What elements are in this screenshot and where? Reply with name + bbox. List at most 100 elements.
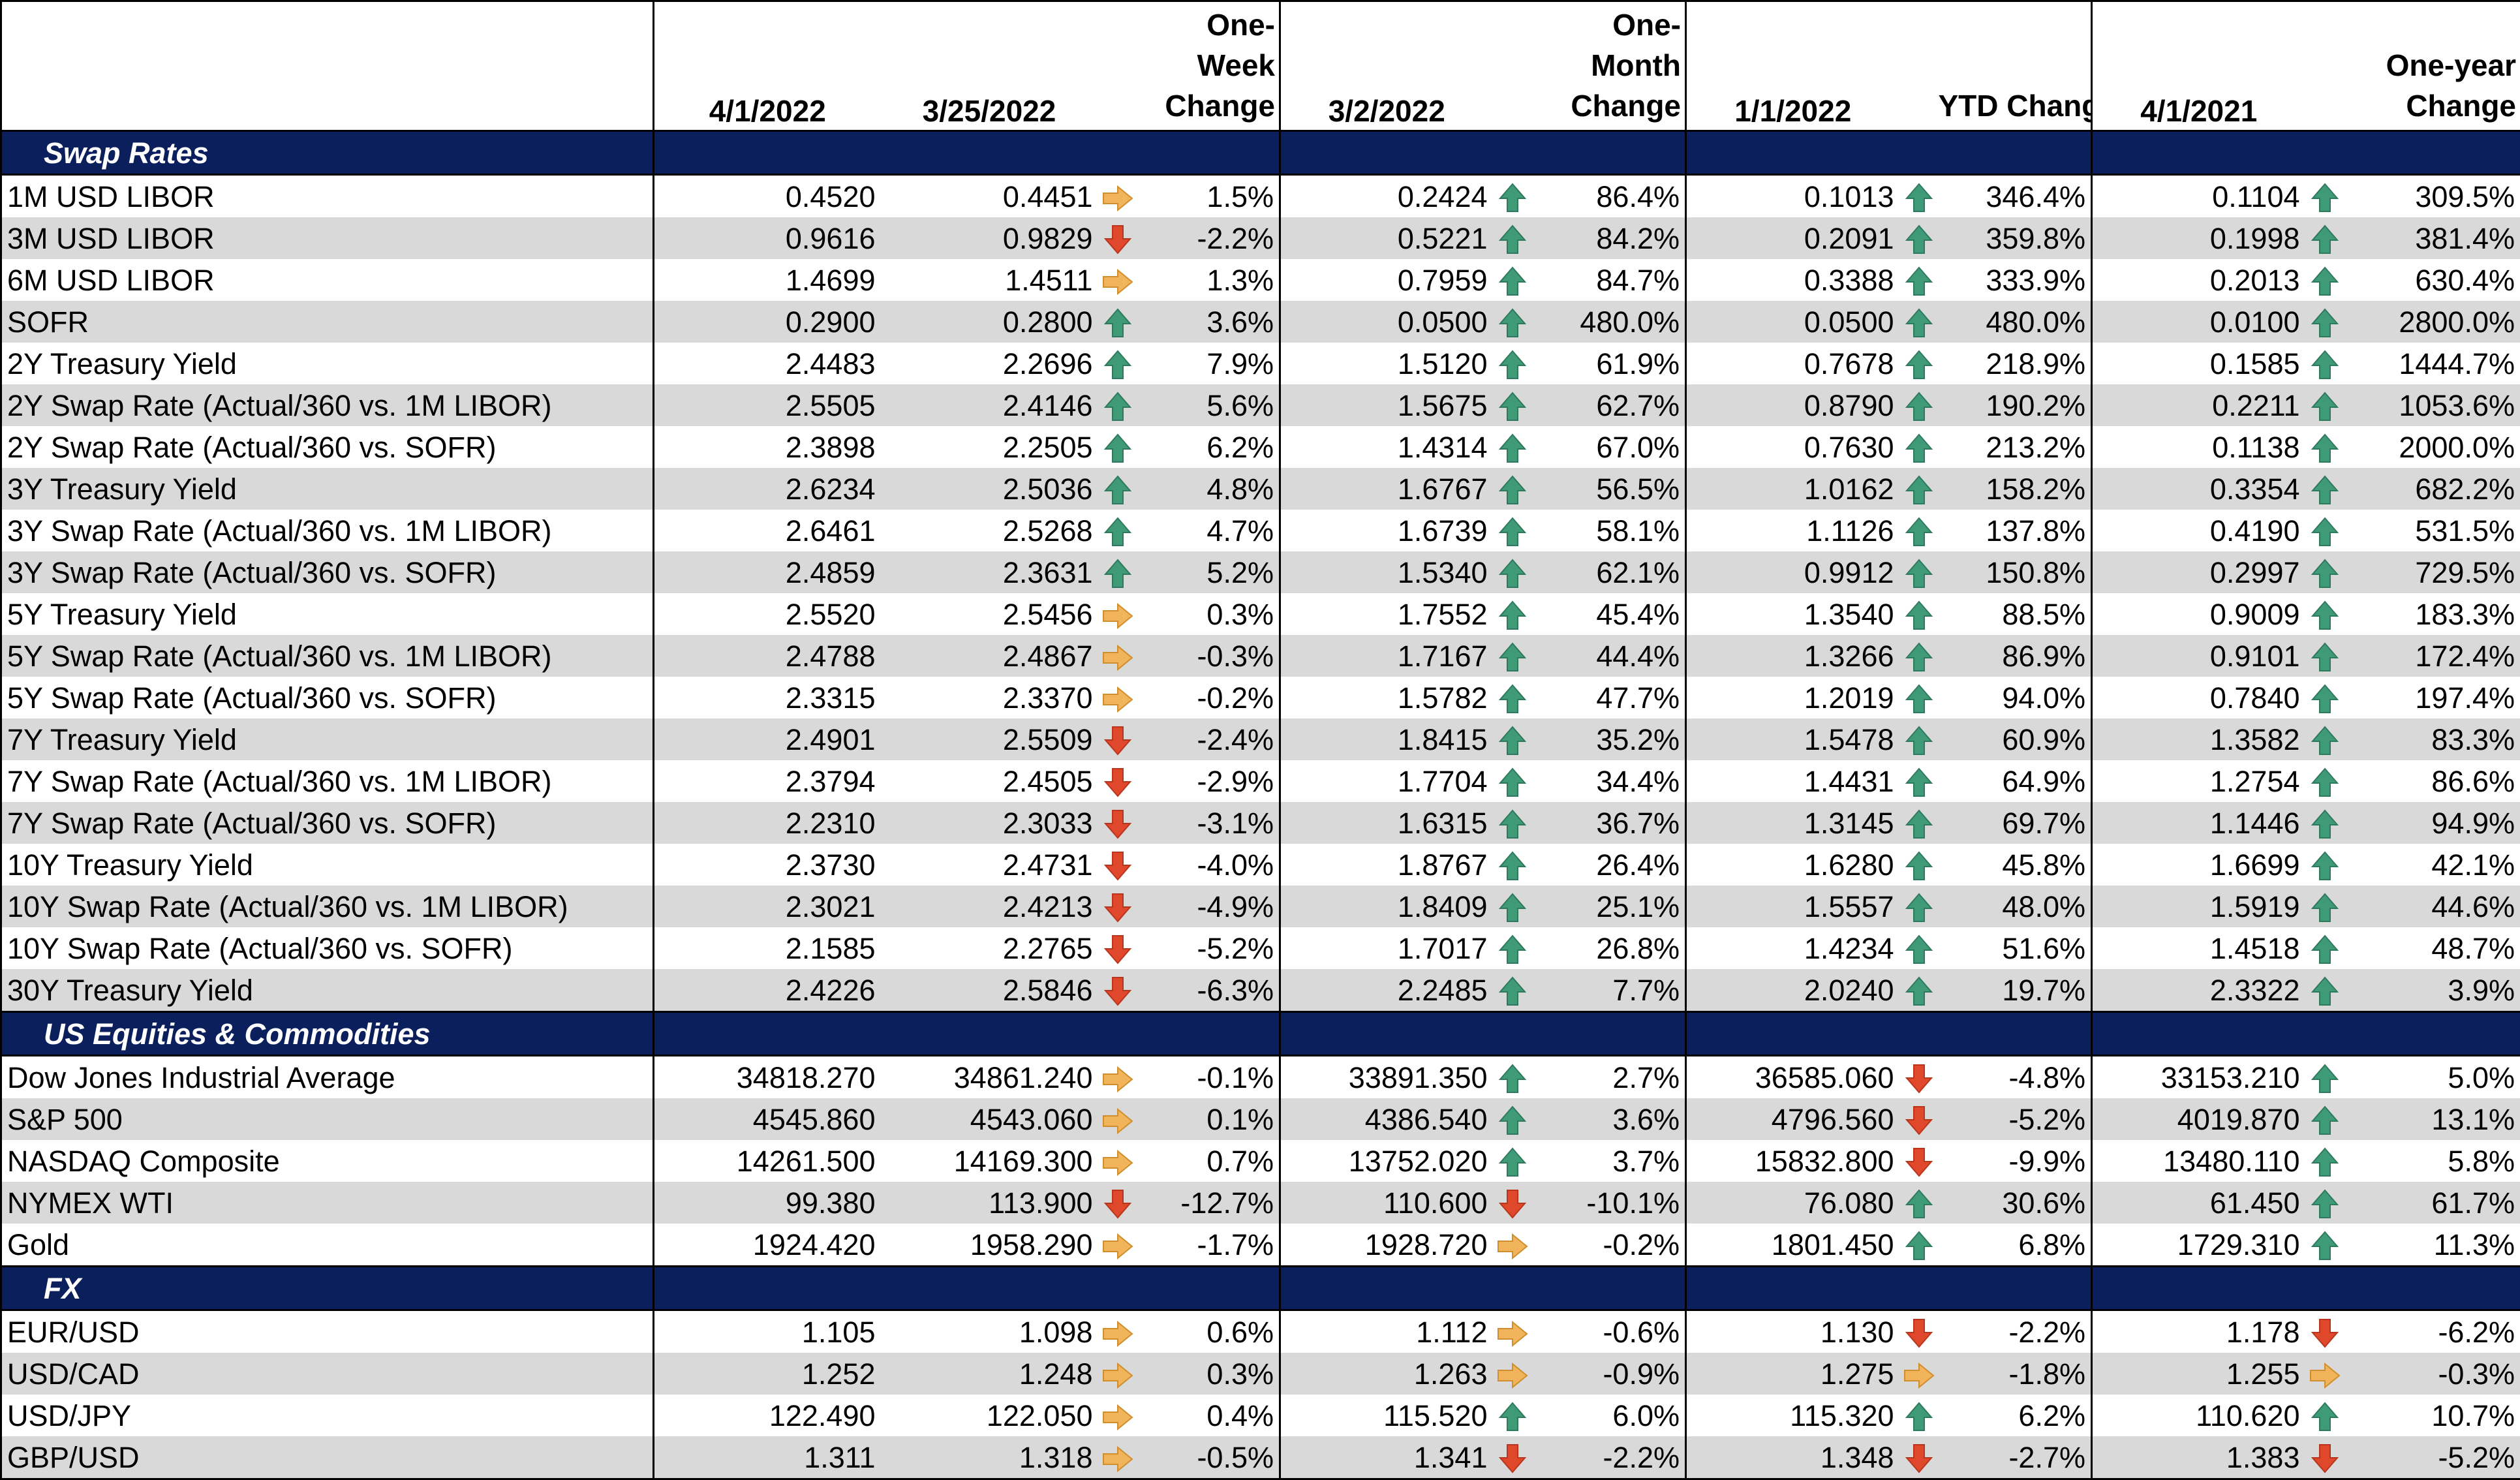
section-header-cell [1098,1267,1137,1310]
trend-year [2305,760,2344,802]
trend-ytd [1899,384,1939,426]
instrument-name: Gold [1,1224,654,1267]
trend-ytd [1899,1224,1939,1267]
table-row: 7Y Swap Rate (Actual/360 vs. SOFR)2.2310… [1,802,2520,844]
arrow-up-icon [1499,638,1526,671]
change-month: 61.9% [1532,343,1686,384]
change-year: 2000.0% [2344,426,2520,468]
arrow-up-icon [1499,721,1526,754]
value-week: 34861.240 [881,1056,1098,1099]
trend-ytd [1899,1140,1939,1182]
value-year: 33153.210 [2092,1056,2305,1099]
trend-year [2305,384,2344,426]
value-month: 0.0500 [1280,301,1493,343]
change-month: 7.7% [1532,969,1686,1012]
trend-month [1493,593,1532,635]
trend-month [1493,1140,1532,1182]
change-year: 729.5% [2344,551,2520,593]
value-week: 2.3370 [881,677,1098,718]
trend-month [1493,259,1532,301]
value-current: 1.252 [654,1353,881,1395]
section-header-cell [1137,1012,1280,1056]
arrow-right-icon [1497,1227,1528,1261]
instrument-name: 10Y Swap Rate (Actual/360 vs. 1M LIBOR) [1,886,654,927]
change-ytd: -4.8% [1939,1056,2092,1099]
trend-year [2305,1098,2344,1140]
arrow-up-icon [1104,554,1131,587]
section-header-cell [1899,1267,1939,1310]
change-week: -0.5% [1137,1436,1280,1479]
change-year: 2800.0% [2344,301,2520,343]
trend-ytd [1899,510,1939,551]
value-current: 2.4788 [654,635,881,677]
arrow-up-icon [2311,805,2339,838]
value-month: 1.8415 [1280,718,1493,760]
change-ytd: 6.8% [1939,1224,2092,1267]
value-week: 2.5036 [881,468,1098,510]
value-week: 1.248 [881,1353,1098,1395]
section-header-cell [654,1012,881,1056]
arrow-down-icon [1104,846,1131,880]
trend-month [1493,760,1532,802]
trend-year [2305,1056,2344,1099]
value-ytd: 1.4234 [1686,927,1899,969]
section-header-cell [1532,1012,1686,1056]
arrow-right-icon [1102,1357,1133,1390]
value-month: 1.7552 [1280,593,1493,635]
value-current: 1.311 [654,1436,881,1479]
value-current: 2.4901 [654,718,881,760]
section-header-cell [1493,131,1532,175]
trend-month [1493,1436,1532,1479]
value-year: 0.1585 [2092,343,2305,384]
trend-week [1098,760,1137,802]
change-week: 0.3% [1137,593,1280,635]
value-month: 1.112 [1280,1310,1493,1353]
value-ytd: 0.7630 [1686,426,1899,468]
arrow-right-icon [1102,1102,1133,1135]
arrow-up-icon [1905,512,1933,546]
change-ytd: 30.6% [1939,1182,2092,1224]
change-ytd: -2.7% [1939,1436,2092,1479]
arrow-up-icon [1905,679,1933,713]
trend-month [1493,1353,1532,1395]
value-current: 2.2310 [654,802,881,844]
trend-ytd [1899,802,1939,844]
arrow-down-icon [1905,1314,1933,1347]
instrument-name: 2Y Swap Rate (Actual/360 vs. SOFR) [1,426,654,468]
value-week: 2.5846 [881,969,1098,1012]
trend-month [1493,718,1532,760]
section-header-cell [2092,1012,2305,1056]
change-week: 0.6% [1137,1310,1280,1353]
value-current: 2.5520 [654,593,881,635]
value-ytd: 1.0162 [1686,468,1899,510]
trend-ytd [1899,301,1939,343]
arrow-up-icon [1499,930,1526,963]
value-week: 2.4146 [881,384,1098,426]
arrow-up-icon [1499,888,1526,921]
change-year: 682.2% [2344,468,2520,510]
section-header-cell [1098,131,1137,175]
instrument-name: 3M USD LIBOR [1,217,654,259]
arrow-right-icon [1102,1060,1133,1094]
change-year: 630.4% [2344,259,2520,301]
trend-month [1493,343,1532,384]
arrow-up-icon [1905,972,1933,1005]
arrow-down-icon [1905,1439,1933,1472]
header-date-year: 4/1/2021 [2092,1,2305,131]
section-header-cell [1686,1012,1899,1056]
arrow-up-icon [1499,387,1526,420]
arrow-down-icon [1104,220,1131,253]
value-month: 13752.020 [1280,1140,1493,1182]
trend-ytd [1899,259,1939,301]
value-week: 0.2800 [881,301,1098,343]
table-row: 10Y Swap Rate (Actual/360 vs. 1M LIBOR)2… [1,886,2520,927]
change-week: 0.4% [1137,1395,1280,1436]
section-header-cell [1939,131,2092,175]
arrow-up-icon [1905,888,1933,921]
value-week: 0.9829 [881,217,1098,259]
table-row: 2Y Swap Rate (Actual/360 vs. SOFR)2.3898… [1,426,2520,468]
trend-ytd [1899,844,1939,886]
